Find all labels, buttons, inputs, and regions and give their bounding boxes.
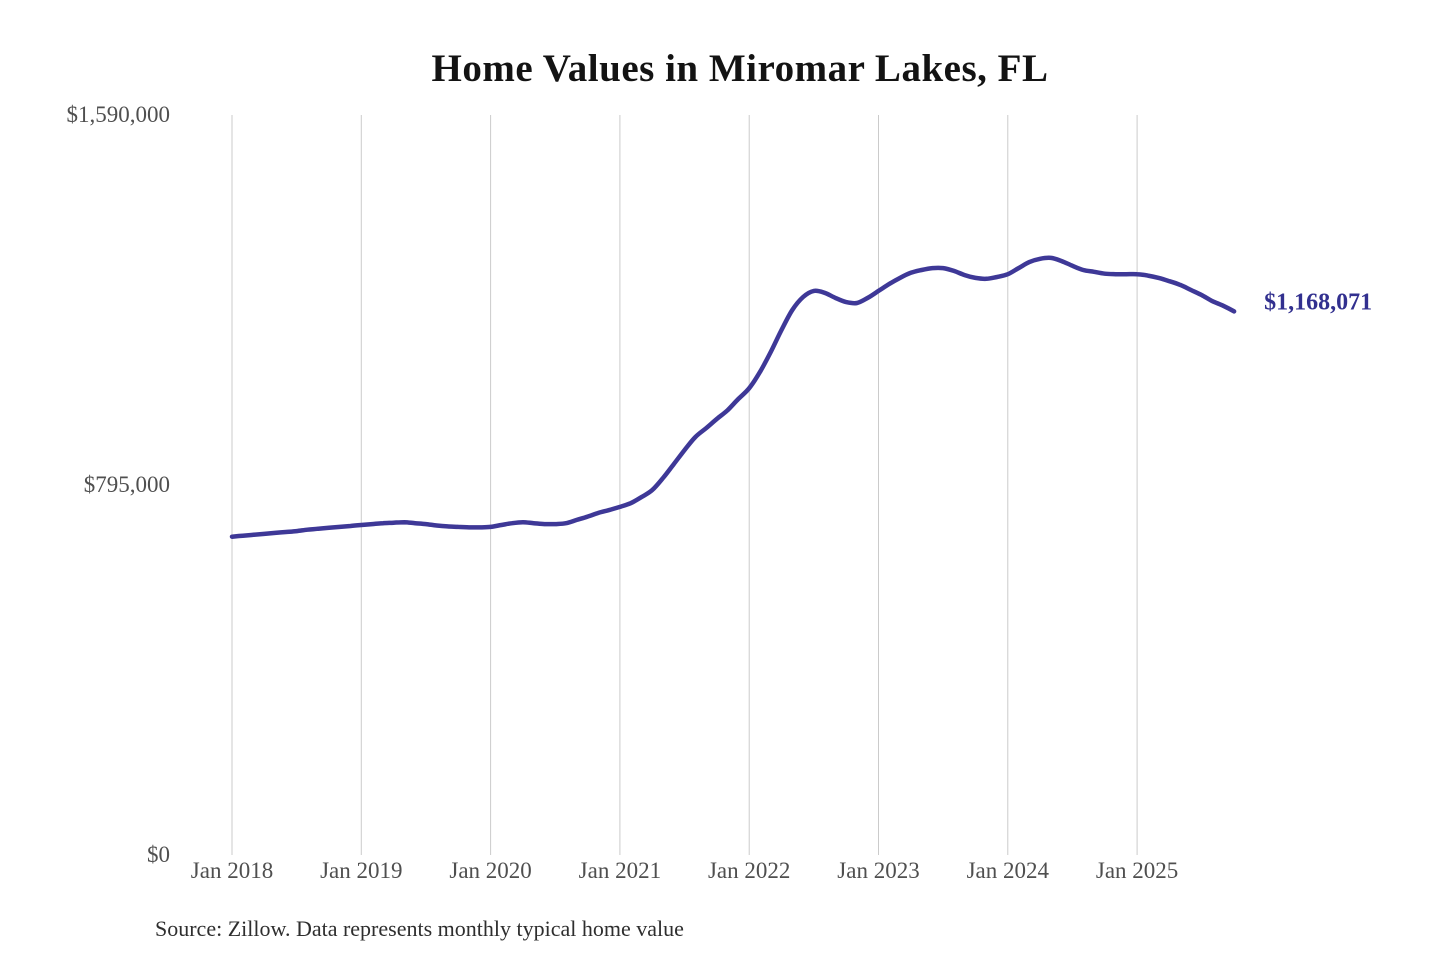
x-axis-label: Jan 2024 [966, 858, 1050, 883]
x-axis-label: Jan 2025 [1095, 858, 1179, 883]
source-note: Source: Zillow. Data represents monthly … [155, 916, 684, 941]
latest-value-label: $1,168,071 [1264, 289, 1373, 316]
x-axis-label: Jan 2018 [190, 858, 274, 883]
x-axis-label: Jan 2019 [320, 858, 403, 883]
x-axis-label: Jan 2023 [837, 858, 920, 883]
x-axis-label: Jan 2020 [449, 858, 532, 883]
home-value-line [229, 255, 1237, 539]
chart-title: Home Values in Miromar Lakes, FL [431, 47, 1049, 90]
x-axis-label: Jan 2022 [707, 858, 791, 883]
y-axis-label: $795,000 [83, 472, 170, 497]
y-axis-label: $1,590,000 [66, 102, 171, 127]
x-axis-label: Jan 2021 [578, 858, 662, 883]
y-axis-label: $0 [147, 842, 170, 867]
